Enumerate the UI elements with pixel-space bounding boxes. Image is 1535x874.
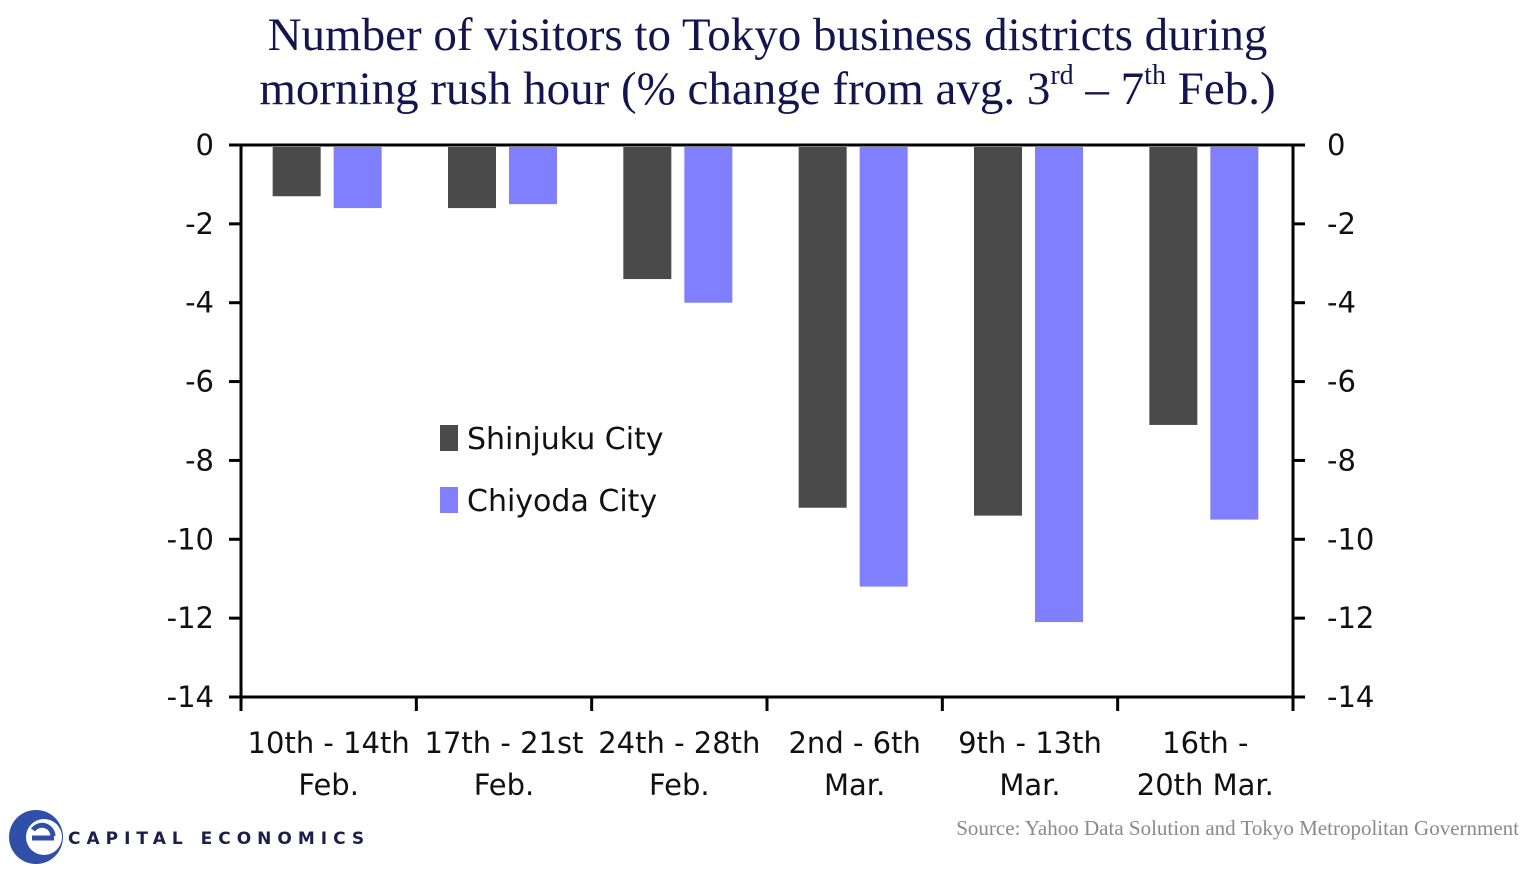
y-tick-label-left: -10: [167, 522, 214, 556]
y-tick-label-left: -4: [185, 286, 214, 320]
y-tick-label-right: -14: [1327, 680, 1374, 714]
legend-label: Shinjuku City: [467, 422, 664, 457]
bar-chiyoda: [1035, 147, 1083, 623]
x-category-label: 16th -: [1162, 726, 1248, 760]
bar-chiyoda: [509, 147, 557, 205]
bar-chiyoda: [1210, 147, 1259, 520]
bar-shinjuku: [448, 147, 496, 209]
bar-chiyoda: [859, 147, 908, 587]
x-category-label: 20th Mar.: [1137, 768, 1274, 802]
x-category-label: Feb.: [649, 768, 710, 802]
y-tick-label-right: 0: [1327, 128, 1345, 162]
x-category-label: Mar.: [824, 768, 885, 802]
title-sup-rd: rd: [1050, 60, 1074, 91]
bar-shinjuku: [272, 147, 321, 197]
y-tick-label-right: -4: [1327, 286, 1356, 320]
title-part-b: – 7: [1073, 63, 1145, 115]
x-category-label: Feb.: [298, 768, 359, 802]
title-sup-th: th: [1144, 60, 1166, 91]
chart-title: Number of visitors to Tokyo business dis…: [0, 8, 1535, 116]
bar-chiyoda: [684, 147, 733, 303]
x-category-label: Mar.: [999, 768, 1060, 802]
capital-economics-logo-icon: [9, 810, 63, 864]
legend-label: Chiyoda City: [467, 484, 657, 519]
x-category-label: 17th - 21st: [425, 726, 584, 760]
x-category-label: 2nd - 6th: [788, 726, 920, 760]
y-tick-label-right: -6: [1327, 365, 1356, 399]
y-tick-label-left: -12: [167, 601, 214, 635]
y-tick-label-right: -12: [1327, 601, 1374, 635]
title-part-c: Feb.): [1165, 63, 1276, 115]
bar-shinjuku: [798, 147, 847, 508]
chart-title-line1: Number of visitors to Tokyo business dis…: [267, 9, 1268, 61]
y-tick-label-left: -2: [185, 207, 214, 241]
y-tick-label-left: -8: [185, 443, 214, 477]
x-category-label: 24th - 28th: [598, 726, 760, 760]
x-category-label: Feb.: [474, 768, 535, 802]
y-tick-label-right: -2: [1327, 207, 1356, 241]
source-note: Source: Yahoo Data Solution and Tokyo Me…: [956, 816, 1519, 840]
bar-shinjuku: [623, 147, 672, 280]
y-tick-label-left: -14: [167, 680, 214, 714]
y-tick-label-left: 0: [196, 128, 214, 162]
bar-shinjuku: [1149, 147, 1198, 425]
title-part-a: morning rush hour (% change from avg. 3: [259, 63, 1051, 115]
chart-title-line2: morning rush hour (% change from avg. 3r…: [0, 62, 1535, 116]
y-tick-label-left: -6: [185, 365, 214, 399]
x-category-label: 9th - 13th: [958, 726, 1102, 760]
y-tick-label-right: -10: [1327, 522, 1374, 556]
y-tick-label-right: -8: [1327, 443, 1356, 477]
bar-shinjuku: [974, 147, 1022, 516]
logo-wordmark: CAPITAL ECONOMICS: [68, 829, 371, 849]
legend-swatch: [440, 425, 458, 451]
legend-swatch: [440, 487, 458, 513]
x-category-label: 10th - 14th: [248, 726, 410, 760]
capital-economics-logo: CAPITAL ECONOMICS: [6, 805, 364, 867]
bar-chiyoda: [333, 147, 382, 209]
